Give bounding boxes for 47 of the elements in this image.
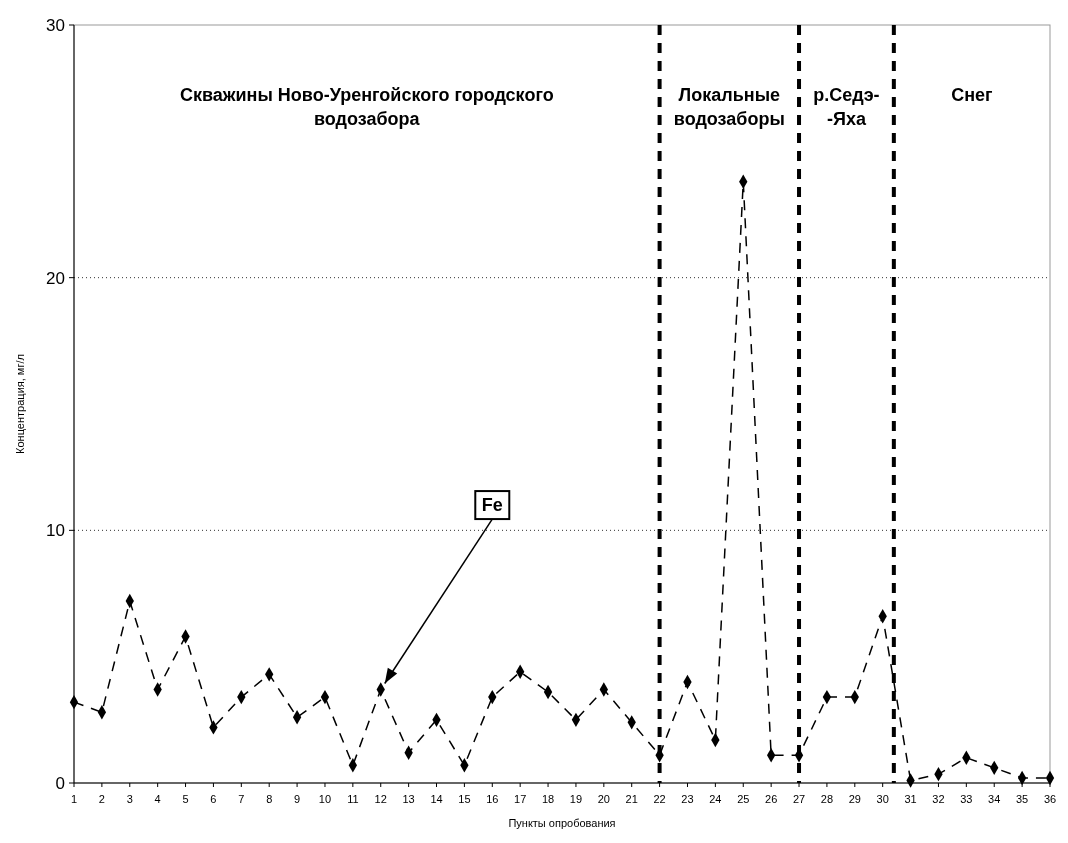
x-tick-label: 7 [238,793,245,805]
annotation: Fe [481,495,503,516]
x-tick-label: 27 [792,793,806,805]
x-tick-label: 31 [904,793,917,805]
annotation: Локальные водозаборы [673,84,785,129]
x-tick-label: 24 [709,793,722,805]
x-tick-label: 34 [988,793,1001,805]
x-tick-label: 17 [514,793,527,805]
x-tick-label: 1 [70,793,78,805]
x-tick-label: 19 [569,793,583,805]
x-tick-label: 32 [932,793,945,805]
x-tick-label: 18 [541,793,555,805]
x-tick-label: 35 [1015,793,1029,805]
x-tick-label: 30 [876,793,889,805]
x-tick-label: 26 [765,793,778,805]
x-tick-label: 36 [1043,793,1057,805]
x-tick-label: 6 [210,793,217,805]
x-tick-label: 11 [347,793,359,805]
annotation: Скважины Ново-Уренгойского городского водозабора [179,84,554,129]
y-tick-label: 30 [46,15,65,35]
annotation: р.Седэ- -Яха [813,84,880,129]
x-tick-label: 33 [960,793,973,805]
x-tick-label: 12 [374,793,387,805]
x-tick-label: 23 [681,793,694,805]
x-tick-label: 29 [848,793,861,805]
x-tick-label: 2 [98,793,105,805]
x-tick-label: 22 [653,793,666,805]
x-tick-label: 10 [318,793,332,805]
y-tick-label: 0 [55,773,65,793]
x-tick-label: 14 [430,793,443,805]
y-axis-title: Концентрация, мг/л [14,354,26,454]
x-tick-label: 15 [458,793,471,805]
x-tick-label: 16 [486,793,499,805]
x-tick-label: 4 [154,793,161,805]
x-axis-title: Пункты опробования [508,817,616,829]
x-tick-label: 21 [625,793,638,805]
x-tick-label: 3 [126,793,133,805]
x-tick-label: 20 [597,793,610,805]
x-tick-label: 13 [402,793,415,805]
y-tick-label: 10 [46,521,65,541]
x-tick-label: 9 [294,793,301,805]
x-tick-label: 8 [266,793,273,805]
annotation: Снег [951,84,994,105]
x-tick-label: 28 [820,793,834,805]
x-tick-label: 5 [182,793,189,805]
x-tick-label: 25 [737,793,750,805]
y-tick-label: 20 [46,268,65,288]
